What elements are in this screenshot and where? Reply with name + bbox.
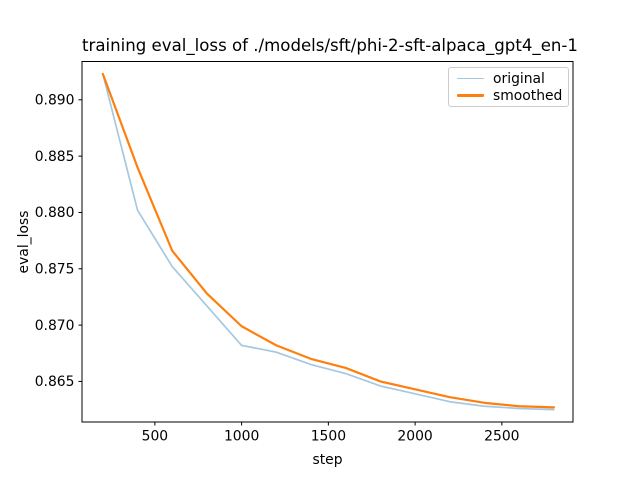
chart-title: training eval_loss of ./models/sft/phi-2…: [82, 36, 578, 55]
series-line-smoothed: [101, 72, 556, 409]
y-tick-label: 0.890: [35, 93, 75, 109]
y-tick-label: 0.875: [35, 261, 75, 277]
x-tick-label: 500: [142, 429, 169, 445]
y-tick-label: 0.865: [35, 374, 75, 390]
x-tick-label: 2500: [484, 429, 519, 445]
x-tick-label: 1000: [224, 429, 259, 445]
original-line-swatch: [457, 77, 484, 80]
legend-label-smoothed: smoothed: [493, 87, 563, 104]
smoothed-line-swatch: [457, 94, 484, 97]
x-tick-label: 2000: [397, 429, 432, 445]
legend-item-smoothed: smoothed: [449, 88, 568, 104]
legend-item-original: original: [449, 71, 568, 87]
x-tick-label: 1500: [311, 429, 346, 445]
y-tick-label: 0.880: [35, 205, 75, 221]
x-axis-label: step: [312, 452, 343, 468]
legend: original smoothed: [448, 67, 569, 107]
y-tick-label: 0.885: [35, 149, 75, 165]
plot-border: [81, 61, 574, 423]
legend-label-original: original: [493, 70, 545, 87]
y-tick-label: 0.870: [35, 318, 75, 334]
y-axis-label: eval_loss: [16, 210, 32, 274]
series-line-original: [101, 73, 555, 411]
